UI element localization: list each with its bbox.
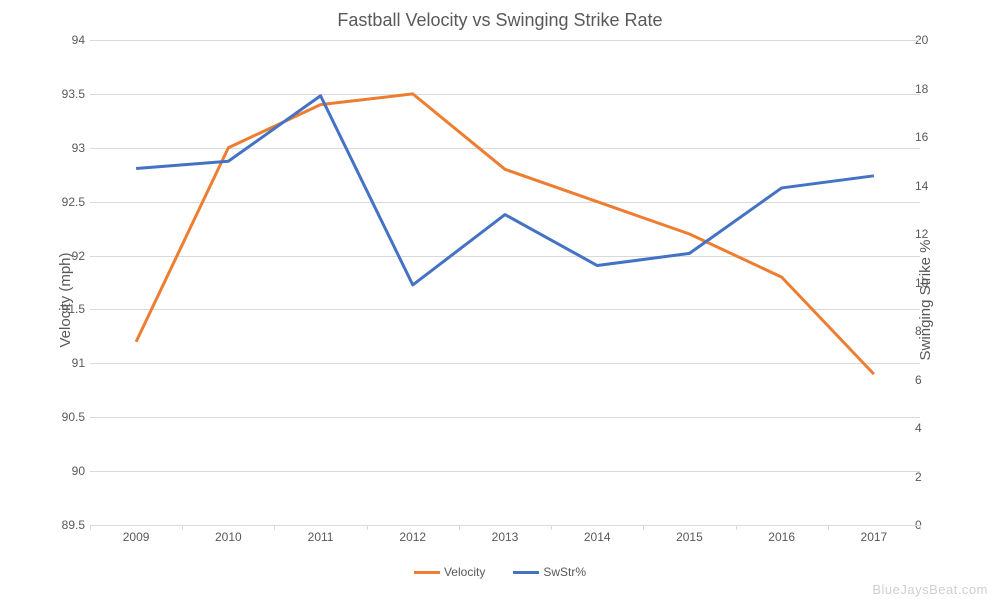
- y-left-tick: 91: [72, 356, 85, 370]
- legend-item-velocity: Velocity: [414, 565, 485, 579]
- legend-item-swstr: SwStr%: [513, 565, 586, 579]
- y-left-tick: 92.5: [62, 195, 85, 209]
- x-tick: 2010: [215, 530, 242, 544]
- plot-area: [90, 40, 920, 525]
- x-tick: 2016: [768, 530, 795, 544]
- series-line-swstr%: [136, 96, 874, 285]
- y-left-tick: 92: [72, 249, 85, 263]
- x-tick: 2014: [584, 530, 611, 544]
- legend-swatch-velocity: [414, 571, 440, 574]
- y-left-tick: 90.5: [62, 410, 85, 424]
- y-left-tick: 89.5: [62, 518, 85, 532]
- series-line-velocity: [136, 94, 874, 374]
- y-axis-left: 89.59090.59191.59292.59393.594: [55, 40, 85, 525]
- x-tick-mark: [920, 525, 921, 530]
- y-left-tick: 94: [72, 33, 85, 47]
- y-left-tick: 90: [72, 464, 85, 478]
- x-tick: 2017: [861, 530, 888, 544]
- x-tick: 2015: [676, 530, 703, 544]
- watermark: BlueJaysBeat.com: [872, 582, 988, 597]
- legend-label-swstr: SwStr%: [543, 565, 586, 579]
- x-tick: 2013: [492, 530, 519, 544]
- gridline: [90, 525, 920, 526]
- x-tick: 2009: [123, 530, 150, 544]
- chart-container: Fastball Velocity vs Swinging Strike Rat…: [0, 0, 1000, 599]
- legend-label-velocity: Velocity: [444, 565, 485, 579]
- legend: Velocity SwStr%: [0, 565, 1000, 579]
- x-tick: 2012: [399, 530, 426, 544]
- legend-swatch-swstr: [513, 571, 539, 574]
- x-axis: 2009 2010 2011 2012 2013 2014 2015 2016 2017: [90, 530, 920, 550]
- y-left-tick: 91.5: [62, 302, 85, 316]
- chart-lines-svg: [90, 40, 920, 525]
- y-left-tick: 93.5: [62, 87, 85, 101]
- x-tick: 2011: [308, 530, 334, 544]
- y-left-tick: 93: [72, 141, 85, 155]
- chart-title: Fastball Velocity vs Swinging Strike Rat…: [0, 10, 1000, 31]
